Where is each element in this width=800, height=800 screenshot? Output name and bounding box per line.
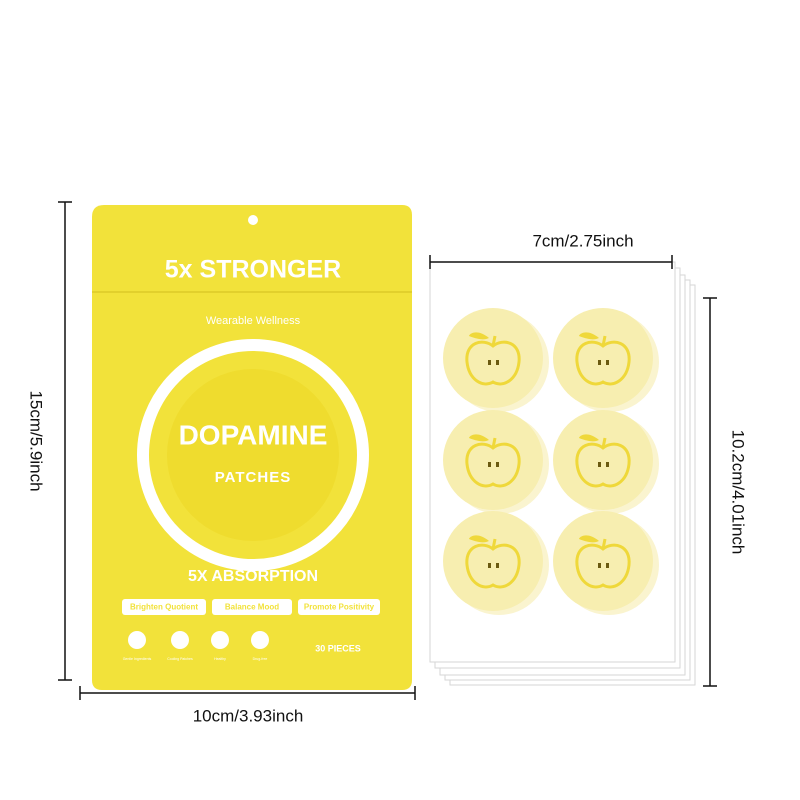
product-name: DOPAMINE <box>179 419 328 450</box>
hang-hole <box>248 215 258 225</box>
product-type: PATCHES <box>215 469 291 486</box>
feature-icon <box>251 631 269 649</box>
patch-circle <box>443 410 543 510</box>
patch <box>443 511 549 615</box>
feature-icon <box>171 631 189 649</box>
benefit: Brighten Quotient <box>130 603 198 612</box>
inner-circle <box>167 369 339 541</box>
feature-label: Cooling Patches <box>167 657 193 661</box>
feature-label: Drug-free <box>253 657 268 661</box>
patch <box>443 410 549 514</box>
sheet-width-dimension: 7cm/2.75inch <box>429 231 673 269</box>
patch-circle <box>443 511 543 611</box>
feature-label: Gentle Ingredients <box>123 657 152 661</box>
patch-circle <box>553 308 653 408</box>
sheet-height-label: 10.2cm/4.01inch <box>729 430 748 555</box>
benefit-pill <box>122 599 206 615</box>
sheet-width-label: 7cm/2.75inch <box>532 231 633 250</box>
piece-count: 30 PIECES <box>315 643 361 653</box>
package: 5x STRONGER Wearable Wellness DOPAMINE P… <box>92 205 412 690</box>
headline: 5x STRONGER <box>165 256 341 284</box>
benefit: Promote Positivity <box>304 603 375 612</box>
width-dimension: 10cm/3.93inch <box>79 686 416 725</box>
height-dimension: 15cm/5.9inch <box>27 201 72 681</box>
feature-icon <box>211 631 229 649</box>
patch <box>553 511 659 615</box>
feature-icon <box>128 631 146 649</box>
ring <box>137 339 369 571</box>
benefit: Balance Mood <box>225 603 279 612</box>
patch <box>443 308 549 412</box>
width-label: 10cm/3.93inch <box>193 706 304 725</box>
sheet-height-dimension: 10.2cm/4.01inch <box>703 297 748 687</box>
patch <box>553 308 659 412</box>
claim: 5X ABSORPTION <box>188 568 318 585</box>
height-label: 15cm/5.9inch <box>27 390 46 491</box>
patch-circle <box>553 410 653 510</box>
feature-label: Healthy <box>214 657 226 661</box>
patch-grid <box>443 308 659 615</box>
patch-circle <box>443 308 543 408</box>
patch-circle <box>553 511 653 611</box>
patch <box>553 410 659 514</box>
benefit-pill <box>212 599 292 615</box>
tagline: Wearable Wellness <box>206 315 301 327</box>
benefit-pill <box>298 599 380 615</box>
patch-sheets <box>429 261 696 686</box>
